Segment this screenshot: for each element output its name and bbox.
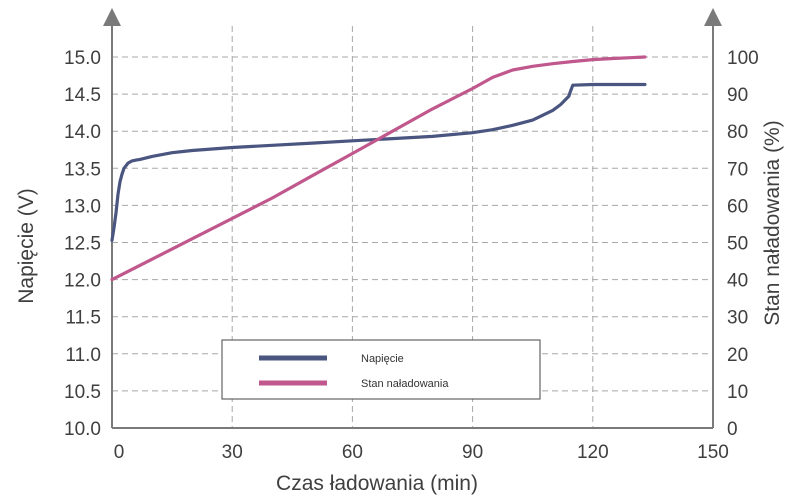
left-y-tick-label: 12.0 [64,271,101,292]
left-y-tick-label: 10.5 [64,382,101,403]
left-y-tick-label: 12.5 [64,234,101,255]
left-y-axis-title: Napięcie (V) [15,188,38,304]
legend-label-stan-naladowania: Stan naładowania [361,378,449,390]
x-tick-label: 120 [577,442,609,463]
left-y-tick-label: 14.0 [64,122,101,143]
right-y-tick-label: 10 [727,382,748,403]
right-y-axis-arrow-icon [704,8,722,26]
left-y-tick-label: 10.0 [64,419,101,440]
series-line-napiecie [110,82,647,242]
right-y-tick-label: 0 [727,419,738,440]
legend-box [221,339,541,400]
x-tick-label: 150 [697,442,729,463]
right-y-tick-label: 50 [727,234,748,255]
right-y-tick-label: 30 [727,308,748,329]
left-y-tick-label: 13.5 [64,159,101,180]
right-y-tick-label: 90 [727,85,748,106]
right-y-tick-label: 70 [727,159,748,180]
x-tick-label: 30 [222,442,243,463]
legend-label-napiecie: Napięcie [361,353,404,365]
left-y-tick-label: 11.5 [65,308,101,329]
series-line-stan-naladowania [110,55,647,282]
x-tick-label: 90 [462,442,483,463]
left-y-tick-label: 13.0 [64,196,101,217]
legend: Napięcie Stan naładowania [221,339,541,400]
right-y-tick-label: 40 [727,271,748,292]
left-y-tick-label: 14.5 [64,85,101,106]
right-y-tick-label: 20 [727,345,748,366]
right-y-tick-label: 80 [727,122,748,143]
tick-labels: 10.0 10.5 11.0 11.5 12.0 12.5 13.0 13.5 14.0 14.5… [64,48,759,463]
x-axis-title: Czas ładowania (min) [276,472,478,495]
x-tick-label: 60 [342,442,363,463]
left-y-tick-label: 11.0 [65,345,101,366]
x-tick-label: 0 [114,442,125,463]
right-y-tick-label: 100 [727,48,759,69]
data-series [110,55,647,282]
right-y-tick-label: 60 [727,196,748,217]
left-y-axis-arrow-icon [103,8,121,26]
left-y-tick-label: 15.0 [64,48,101,69]
right-y-axis-title: Stan naładowania (%) [761,120,784,325]
